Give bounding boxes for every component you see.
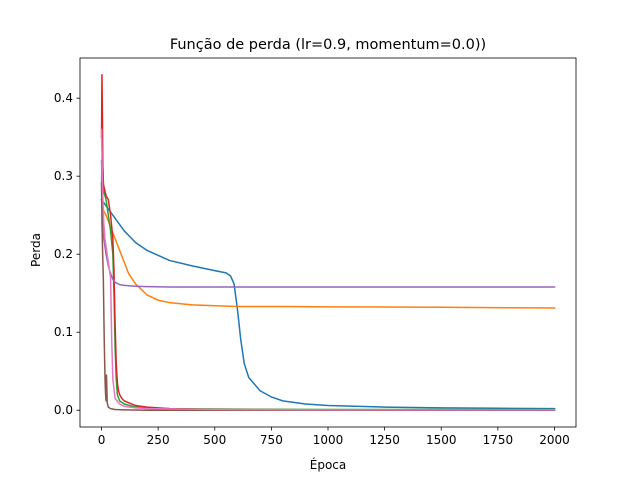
y-tick-label: 0.4 — [54, 91, 73, 105]
y-tick-label: 0.0 — [54, 403, 73, 417]
series-line-4 — [100, 74, 556, 411]
x-tick-label: 500 — [203, 433, 226, 447]
y-tick-label: 0.3 — [54, 169, 73, 183]
series-layer — [100, 74, 556, 411]
y-tick-label: 0.2 — [54, 247, 73, 261]
x-tick-label: 1500 — [426, 433, 457, 447]
series-line-7 — [100, 128, 556, 411]
series-line-2 — [100, 198, 556, 309]
x-tick-label: 1000 — [313, 433, 344, 447]
chart-title: Função de perda (lr=0.9, momentum=0.0)) — [170, 37, 486, 53]
x-tick-label: 0 — [98, 433, 106, 447]
series-line-1 — [100, 198, 556, 410]
x-tick-label: 750 — [260, 433, 283, 447]
x-tick-label: 2000 — [539, 433, 570, 447]
x-tick-label: 1750 — [483, 433, 514, 447]
series-line-6 — [100, 183, 556, 411]
axes: 0 250 500 750 1000 1250 1500 1750 2000 0.0 0.1 0.2 0… — [54, 57, 577, 447]
x-tick-label: 250 — [147, 433, 170, 447]
series-line-3 — [100, 152, 556, 411]
plot-frame — [79, 57, 577, 428]
x-tick-label: 1250 — [369, 433, 400, 447]
x-axis-label: Época — [310, 457, 347, 472]
series-line-5 — [100, 159, 556, 288]
y-axis-label: Perda — [29, 233, 43, 267]
y-tick-label: 0.1 — [54, 325, 73, 339]
